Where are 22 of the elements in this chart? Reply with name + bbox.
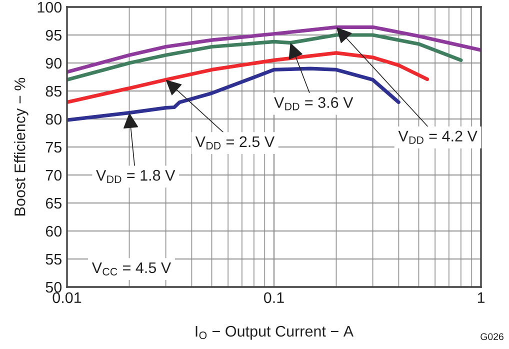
y-tick-label: 100 xyxy=(38,2,62,13)
y-tick-label: 95 xyxy=(46,30,62,41)
y-tick-label: 75 xyxy=(46,142,62,153)
x-tick-label: 0.1 xyxy=(264,292,284,304)
y-tick-label: 65 xyxy=(46,198,62,209)
y-tick-label: 50 xyxy=(46,282,62,293)
annotation: V$_{CC}$ = 4.5 V xyxy=(92,262,172,276)
text: V$_{DD}$ = 3.6 V xyxy=(274,97,354,110)
x-tick-label: 1 xyxy=(478,292,485,303)
x-tick-label: 0.01 xyxy=(52,292,82,304)
y-axis-title: Boost Efficiency − % xyxy=(14,78,28,216)
text: V$_{DD}$ = 1.8 V xyxy=(96,170,176,183)
y-tick-label: 60 xyxy=(46,226,62,237)
x-axis-title: I$_{O}$ − Output Current − A xyxy=(196,326,354,340)
text: V$_{DD}$ = 4.2 V xyxy=(398,130,478,144)
y-tick-label: 85 xyxy=(46,86,62,97)
y-tick-label: 55 xyxy=(46,254,62,265)
y-tick-label: 80 xyxy=(46,114,62,125)
text: G026 xyxy=(480,333,504,340)
y-tick-label: 90 xyxy=(46,58,62,69)
y-tick-label: 70 xyxy=(46,170,62,181)
text: V$_{DD}$ = 2.5 V xyxy=(195,136,275,150)
